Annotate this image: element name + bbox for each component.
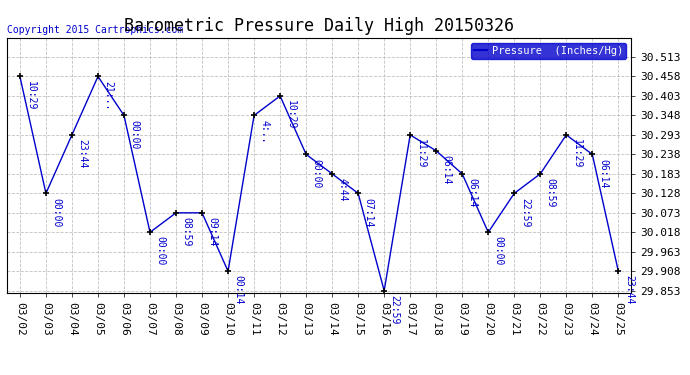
- Text: 00:00: 00:00: [494, 237, 504, 266]
- Title: Barometric Pressure Daily High 20150326: Barometric Pressure Daily High 20150326: [124, 16, 514, 34]
- Text: 21:..: 21:..: [104, 81, 114, 110]
- Text: 22:59: 22:59: [390, 295, 400, 324]
- Text: 00:00: 00:00: [155, 237, 166, 266]
- Text: 4:..: 4:..: [259, 120, 270, 143]
- Text: 00:00: 00:00: [312, 159, 322, 188]
- Text: 06:14: 06:14: [442, 155, 452, 184]
- Text: Copyright 2015 Cartrophics.com: Copyright 2015 Cartrophics.com: [7, 25, 183, 35]
- Text: 00:00: 00:00: [130, 120, 139, 149]
- Text: 11:29: 11:29: [416, 139, 426, 168]
- Text: 00:00: 00:00: [52, 198, 61, 227]
- Text: 08:59: 08:59: [546, 178, 556, 207]
- Text: 23:44: 23:44: [77, 139, 88, 168]
- Text: 23:44: 23:44: [624, 275, 634, 305]
- Text: 22:59: 22:59: [520, 198, 530, 227]
- Text: 11:29: 11:29: [572, 139, 582, 168]
- Text: 06:14: 06:14: [598, 159, 608, 188]
- Text: 09:14: 09:14: [208, 217, 217, 246]
- Text: 4:44: 4:44: [337, 178, 348, 201]
- Text: 07:14: 07:14: [364, 198, 374, 227]
- Text: 10:29: 10:29: [26, 81, 35, 110]
- Text: 10:29: 10:29: [286, 100, 295, 129]
- Text: 00:14: 00:14: [234, 275, 244, 305]
- Text: 08:59: 08:59: [181, 217, 192, 246]
- Legend: Pressure  (Inches/Hg): Pressure (Inches/Hg): [471, 43, 626, 59]
- Text: 06:14: 06:14: [468, 178, 477, 207]
